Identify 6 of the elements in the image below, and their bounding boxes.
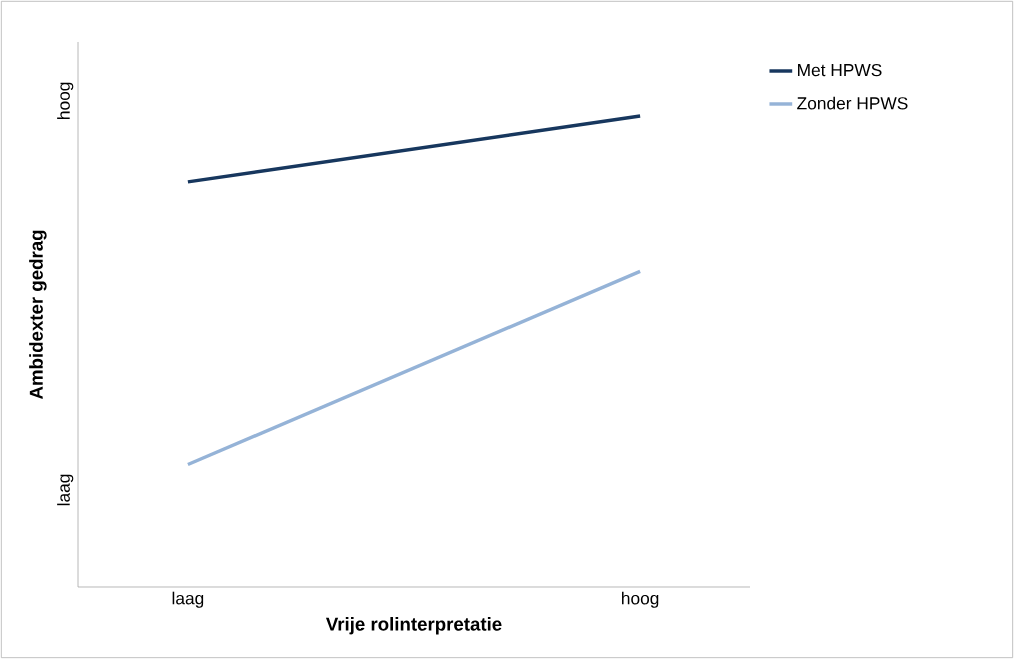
text: hoog (57, 82, 74, 119)
legend-label: Met HPWS (798, 63, 882, 77)
y-axis-title: Ambidexter gedrag (29, 230, 47, 400)
x-axis-title: Vrije rolinterpretatie (325, 617, 502, 635)
text: laag (57, 474, 74, 506)
legend-label: Zonder HPWS (797, 96, 908, 110)
